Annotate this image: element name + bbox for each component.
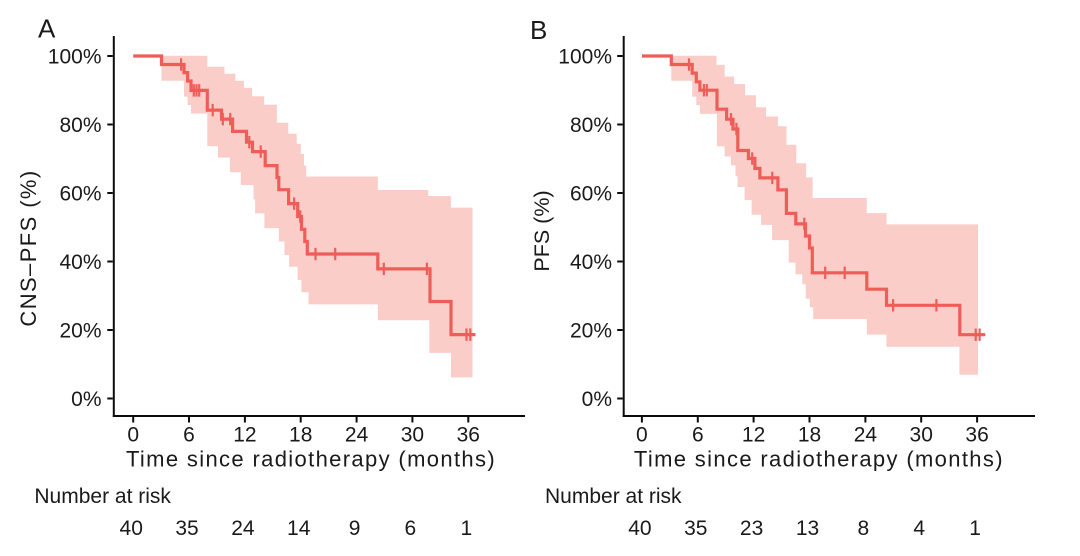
svg-text:35: 35 <box>684 517 707 540</box>
svg-text:100%: 100% <box>48 45 102 68</box>
svg-text:13: 13 <box>796 517 819 540</box>
svg-text:40%: 40% <box>59 251 101 274</box>
svg-text:23: 23 <box>740 517 763 540</box>
svg-text:1: 1 <box>969 517 981 540</box>
svg-text:40: 40 <box>628 517 651 540</box>
svg-text:24: 24 <box>345 423 369 446</box>
svg-text:30: 30 <box>401 423 424 446</box>
svg-text:0%: 0% <box>71 388 101 411</box>
svg-text:Time since radiotherapy (month: Time since radiotherapy (months) <box>126 447 496 472</box>
svg-text:6: 6 <box>692 423 704 446</box>
svg-text:40: 40 <box>120 517 143 540</box>
svg-text:36: 36 <box>965 423 988 446</box>
svg-text:8: 8 <box>858 517 870 540</box>
svg-text:Number at risk: Number at risk <box>545 485 682 508</box>
svg-text:12: 12 <box>233 423 256 446</box>
svg-text:12: 12 <box>742 423 765 446</box>
svg-text:0: 0 <box>636 423 648 446</box>
svg-text:14: 14 <box>287 517 311 540</box>
svg-text:0%: 0% <box>582 388 612 411</box>
svg-text:PFS (%): PFS (%) <box>530 190 554 271</box>
svg-text:Time since radiotherapy (month: Time since radiotherapy (months) <box>634 447 1004 472</box>
svg-text:A: A <box>38 14 56 44</box>
svg-text:9: 9 <box>349 517 361 540</box>
svg-text:35: 35 <box>175 517 198 540</box>
svg-text:36: 36 <box>457 423 480 446</box>
svg-text:4: 4 <box>913 517 925 540</box>
svg-text:24: 24 <box>231 517 255 540</box>
svg-text:Number at risk: Number at risk <box>34 485 171 508</box>
svg-text:B: B <box>530 15 547 45</box>
svg-text:6: 6 <box>183 423 195 446</box>
svg-text:60%: 60% <box>570 182 612 205</box>
svg-text:20%: 20% <box>570 319 612 342</box>
svg-text:6: 6 <box>405 517 417 540</box>
svg-text:CNS–PFS (%): CNS–PFS (%) <box>16 169 41 326</box>
svg-text:24: 24 <box>854 423 878 446</box>
svg-text:0: 0 <box>127 423 139 446</box>
svg-text:18: 18 <box>798 423 821 446</box>
svg-text:100%: 100% <box>558 45 612 68</box>
svg-text:80%: 80% <box>59 114 101 137</box>
svg-text:40%: 40% <box>570 251 612 274</box>
svg-text:80%: 80% <box>570 114 612 137</box>
svg-text:20%: 20% <box>59 319 101 342</box>
svg-text:18: 18 <box>289 423 312 446</box>
svg-text:30: 30 <box>910 423 933 446</box>
svg-text:60%: 60% <box>59 182 101 205</box>
svg-text:1: 1 <box>460 517 472 540</box>
